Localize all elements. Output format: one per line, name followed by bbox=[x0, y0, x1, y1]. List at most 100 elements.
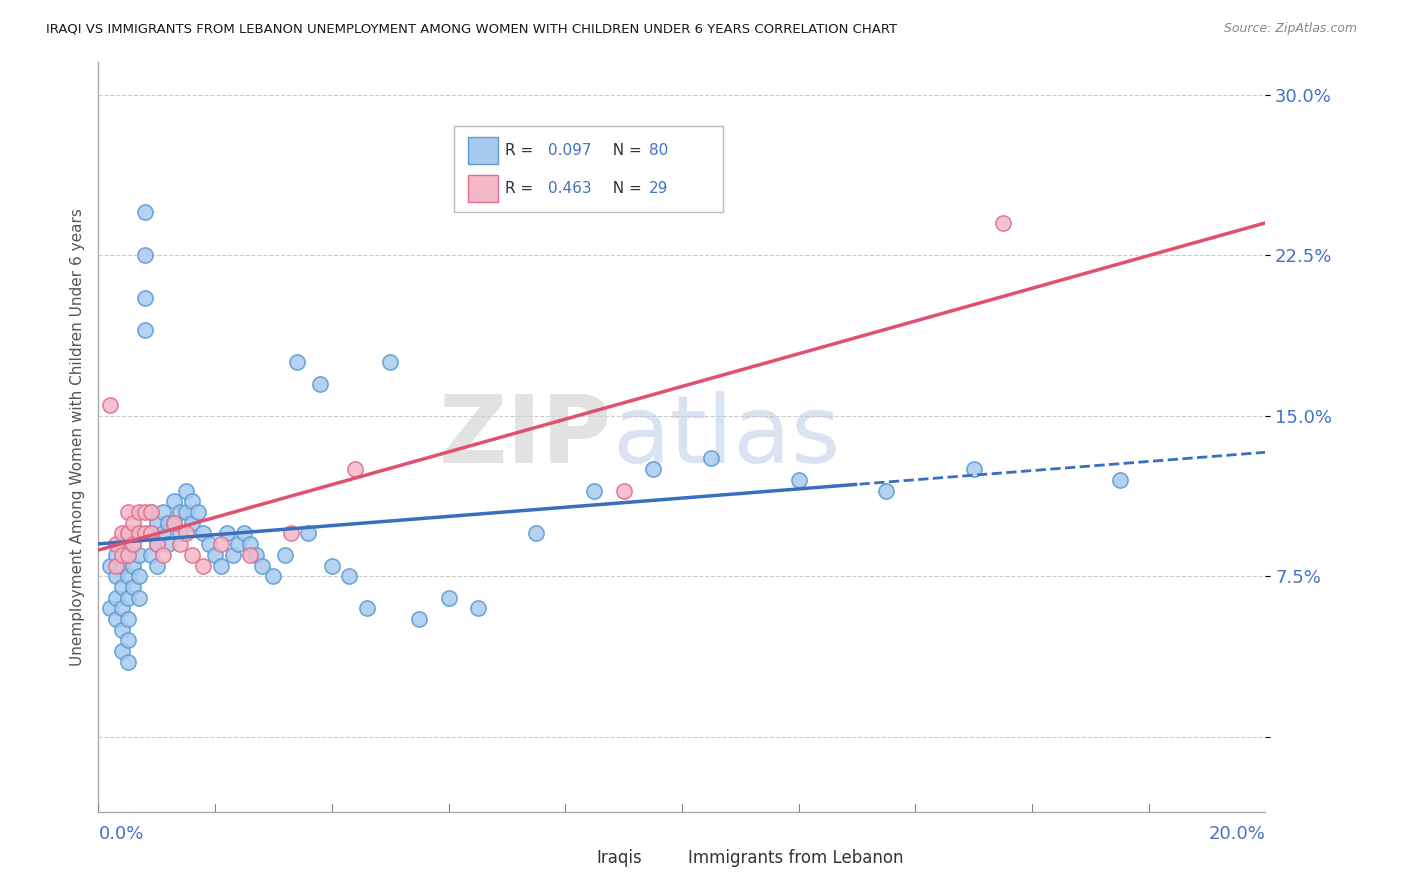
Text: R =: R = bbox=[505, 143, 537, 158]
Point bbox=[180, 516, 202, 530]
Point bbox=[180, 548, 202, 562]
Point bbox=[111, 537, 134, 551]
Point bbox=[250, 558, 273, 573]
Point bbox=[128, 591, 150, 605]
Point bbox=[128, 505, 150, 519]
Point bbox=[344, 462, 367, 476]
Point bbox=[152, 548, 174, 562]
Point bbox=[209, 558, 232, 573]
Point bbox=[285, 355, 308, 369]
Point bbox=[337, 569, 360, 583]
Point bbox=[215, 526, 238, 541]
Point bbox=[700, 451, 723, 466]
Point bbox=[122, 516, 145, 530]
Point bbox=[245, 548, 267, 562]
Point bbox=[117, 655, 139, 669]
Point bbox=[437, 591, 460, 605]
Text: N =: N = bbox=[603, 143, 647, 158]
Point bbox=[139, 526, 162, 541]
Point bbox=[169, 537, 191, 551]
Point bbox=[1108, 473, 1130, 487]
Point bbox=[111, 601, 134, 615]
Text: Immigrants from Lebanon: Immigrants from Lebanon bbox=[688, 849, 903, 867]
Point bbox=[139, 548, 162, 562]
Point bbox=[139, 526, 162, 541]
Point bbox=[174, 526, 197, 541]
Point bbox=[128, 548, 150, 562]
Point bbox=[98, 601, 121, 615]
Point bbox=[139, 505, 162, 519]
Point bbox=[280, 526, 302, 541]
Point bbox=[98, 558, 121, 573]
Point bbox=[612, 483, 634, 498]
Point bbox=[180, 494, 202, 508]
Text: 20.0%: 20.0% bbox=[1209, 824, 1265, 843]
Point bbox=[157, 537, 180, 551]
Point bbox=[321, 558, 343, 573]
Point bbox=[787, 473, 810, 487]
Text: R =: R = bbox=[505, 181, 537, 195]
Point bbox=[128, 526, 150, 541]
Text: Iraqis: Iraqis bbox=[596, 849, 643, 867]
Point bbox=[122, 558, 145, 573]
Point bbox=[163, 494, 186, 508]
Point bbox=[111, 623, 134, 637]
Point bbox=[467, 601, 489, 615]
Point bbox=[122, 537, 145, 551]
Point bbox=[174, 505, 197, 519]
Point bbox=[104, 558, 127, 573]
Point bbox=[228, 537, 250, 551]
Text: 80: 80 bbox=[650, 143, 668, 158]
FancyBboxPatch shape bbox=[454, 126, 723, 212]
Point bbox=[187, 505, 209, 519]
Point bbox=[875, 483, 897, 498]
Point bbox=[122, 537, 145, 551]
Point bbox=[128, 526, 150, 541]
Point bbox=[117, 505, 139, 519]
Point bbox=[163, 516, 186, 530]
Point bbox=[139, 505, 162, 519]
FancyBboxPatch shape bbox=[468, 136, 498, 164]
FancyBboxPatch shape bbox=[468, 175, 498, 202]
Point bbox=[169, 526, 191, 541]
Point bbox=[117, 569, 139, 583]
Point bbox=[152, 526, 174, 541]
Point bbox=[134, 505, 156, 519]
Point bbox=[524, 526, 547, 541]
Point bbox=[117, 526, 139, 541]
Point bbox=[104, 537, 127, 551]
Point bbox=[117, 548, 139, 562]
Point bbox=[111, 644, 134, 658]
Point bbox=[146, 537, 169, 551]
Point bbox=[233, 526, 256, 541]
Point bbox=[134, 323, 156, 337]
Point bbox=[134, 526, 156, 541]
Point bbox=[134, 291, 156, 305]
Point bbox=[583, 483, 606, 498]
Point bbox=[274, 548, 297, 562]
Point bbox=[193, 526, 215, 541]
Point bbox=[991, 216, 1014, 230]
Point bbox=[157, 516, 180, 530]
Text: 0.097: 0.097 bbox=[548, 143, 591, 158]
Point bbox=[117, 591, 139, 605]
Point bbox=[174, 483, 197, 498]
Text: ZIP: ZIP bbox=[439, 391, 612, 483]
Y-axis label: Unemployment Among Women with Children Under 6 years: Unemployment Among Women with Children U… bbox=[69, 208, 84, 666]
Point bbox=[117, 548, 139, 562]
Point bbox=[297, 526, 319, 541]
Text: IRAQI VS IMMIGRANTS FROM LEBANON UNEMPLOYMENT AMONG WOMEN WITH CHILDREN UNDER 6 : IRAQI VS IMMIGRANTS FROM LEBANON UNEMPLO… bbox=[46, 22, 897, 36]
Point bbox=[641, 462, 664, 476]
Point bbox=[193, 558, 215, 573]
Point bbox=[198, 537, 221, 551]
Point bbox=[380, 355, 402, 369]
Point bbox=[146, 537, 169, 551]
Point bbox=[122, 580, 145, 594]
Point bbox=[204, 548, 226, 562]
Point bbox=[152, 505, 174, 519]
Point bbox=[134, 205, 156, 219]
Point bbox=[146, 558, 169, 573]
Point bbox=[209, 537, 232, 551]
Point bbox=[221, 548, 243, 562]
Text: atlas: atlas bbox=[612, 391, 841, 483]
